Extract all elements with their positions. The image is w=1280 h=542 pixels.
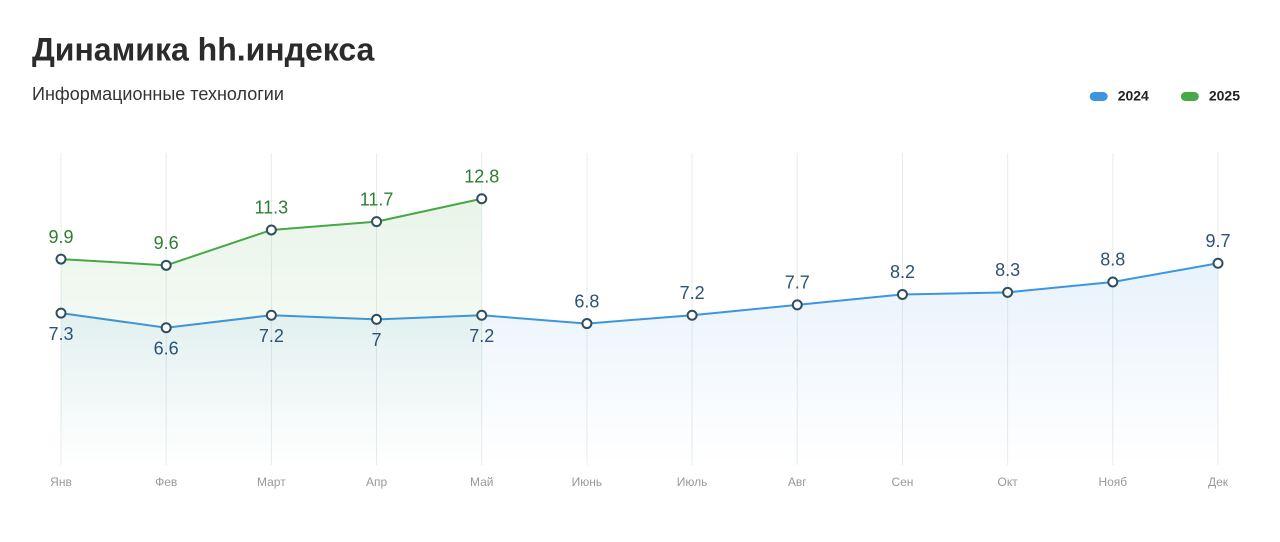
x-tick-label: Окт — [998, 475, 1019, 489]
data-label: 9.6 — [154, 233, 179, 253]
point — [1212, 257, 1224, 269]
point — [55, 253, 67, 265]
x-tick-label: Янв — [50, 475, 72, 489]
point — [1107, 276, 1119, 288]
point — [55, 307, 67, 319]
x-tick-label: Апр — [366, 475, 388, 489]
data-label: 12.8 — [464, 167, 499, 187]
data-label: 7.2 — [259, 326, 284, 346]
x-tick-label: Март — [257, 475, 286, 489]
data-label: 7.7 — [785, 273, 810, 293]
legend-swatch — [1180, 92, 1199, 101]
point — [371, 313, 383, 325]
point — [160, 322, 172, 334]
x-tick-label: Сен — [891, 475, 913, 489]
point — [265, 309, 277, 321]
chart-title: Динамика hh.индекса — [32, 31, 375, 67]
x-tick-label: Июль — [677, 475, 708, 489]
data-label: 9.9 — [48, 227, 73, 247]
x-tick-label: Нояб — [1098, 475, 1127, 489]
point — [265, 224, 277, 236]
data-label: 8.3 — [995, 260, 1020, 280]
data-label: 8.8 — [1100, 250, 1125, 270]
point — [160, 259, 172, 271]
data-label: 9.7 — [1205, 231, 1230, 251]
point — [896, 288, 908, 300]
point — [371, 216, 383, 228]
point — [791, 299, 803, 311]
legend-swatch — [1089, 92, 1108, 101]
x-tick-label: Фев — [155, 475, 177, 489]
data-label: 6.6 — [154, 338, 179, 358]
data-label: 7.2 — [680, 283, 705, 303]
data-label: 8.2 — [890, 262, 915, 282]
x-tick-label: Июнь — [572, 475, 603, 489]
point — [581, 318, 593, 330]
x-tick-label: Май — [470, 475, 494, 489]
chart-subtitle: Информационные технологии — [32, 84, 284, 104]
point — [476, 309, 488, 321]
data-label: 11.3 — [255, 198, 289, 218]
legend-label: 2024 — [1118, 88, 1149, 104]
legend-label: 2025 — [1209, 88, 1240, 104]
data-label: 7.3 — [48, 324, 73, 344]
data-label: 7.2 — [469, 326, 494, 346]
point — [1002, 286, 1014, 298]
data-label: 11.7 — [360, 189, 394, 209]
data-label: 6.8 — [574, 291, 599, 311]
data-label: 7 — [372, 330, 382, 350]
x-tick-label: Авг — [788, 475, 807, 489]
x-tick-label: Дек — [1208, 475, 1229, 489]
point — [686, 309, 698, 321]
point — [476, 193, 488, 205]
